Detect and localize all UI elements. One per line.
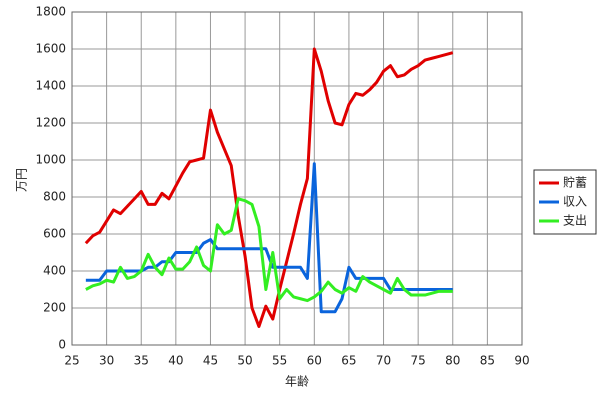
y-tick-label: 800: [43, 190, 66, 204]
x-tick-label: 40: [168, 354, 183, 368]
y-tick-label: 400: [43, 264, 66, 278]
x-tick-label: 25: [64, 354, 79, 368]
x-tick-label: 55: [272, 354, 287, 368]
series-line: [84, 47, 454, 328]
x-tick-label: 75: [411, 354, 426, 368]
x-tick-label: 90: [514, 354, 529, 368]
y-tick-label: 1600: [35, 42, 66, 56]
x-tick-label: 45: [203, 354, 218, 368]
x-tick-label: 80: [445, 354, 460, 368]
x-tick-label: 50: [237, 354, 252, 368]
y-tick-label: 1400: [35, 79, 66, 93]
legend-label: 貯蓄: [563, 176, 587, 190]
x-tick-label: 65: [341, 354, 356, 368]
legend-label: 支出: [563, 214, 587, 228]
y-tick-label: 1200: [35, 116, 66, 130]
y-axis-label: 万円: [15, 168, 29, 192]
series-line: [85, 197, 453, 303]
y-tick-label: 1000: [35, 153, 66, 167]
legend-label: 収入: [563, 195, 587, 209]
y-tick-label: 0: [58, 338, 66, 352]
y-tick-label: 600: [43, 227, 66, 241]
x-tick-label: 60: [307, 354, 322, 368]
plot-frame: [71, 11, 523, 346]
y-tick-label: 1800: [35, 5, 66, 19]
x-tick-label: 70: [376, 354, 391, 368]
x-axis-label: 年齢: [285, 374, 309, 389]
x-tick-label: 85: [480, 354, 495, 368]
x-tick-label: 30: [99, 354, 114, 368]
x-tick-label: 35: [134, 354, 149, 368]
y-tick-label: 200: [43, 301, 66, 315]
